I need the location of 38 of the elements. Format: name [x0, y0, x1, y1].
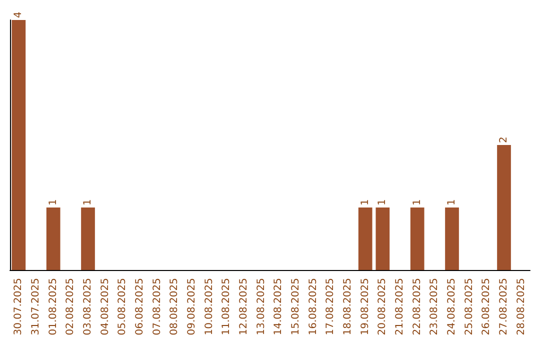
data-label: 1	[377, 199, 388, 206]
x-tick-label: 01.08.2025	[48, 278, 59, 336]
x-tick-label: 04.08.2025	[100, 278, 111, 336]
x-tick-label: 14.08.2025	[273, 278, 284, 336]
x-tick-label: 05.08.2025	[117, 278, 128, 336]
data-label: 4	[13, 12, 24, 18]
x-tick-label: 28.08.2025	[516, 278, 527, 336]
x-tick-label: 20.08.2025	[377, 278, 388, 336]
x-tick-label: 17.08.2025	[325, 278, 336, 336]
x-tick-label: 08.08.2025	[169, 278, 180, 336]
data-label: 1	[48, 199, 59, 206]
x-tick-label: 26.08.2025	[481, 278, 492, 336]
x-tick-label: 23.08.2025	[429, 278, 440, 336]
x-tick-label: 12.08.2025	[238, 278, 250, 336]
x-tick-label: 11.08.2025	[221, 278, 232, 336]
x-tick-label: 06.08.2025	[134, 278, 146, 336]
x-tick-label: 21.08.2025	[394, 278, 406, 336]
x-tick-label: 27.08.2025	[498, 278, 510, 336]
x-tick-label: 24.08.2025	[446, 278, 458, 336]
x-tick-label: 25.08.2025	[464, 278, 475, 336]
data-label: 1	[412, 199, 423, 206]
x-tick-label: 18.08.2025	[342, 278, 354, 336]
x-tick-label: 22.08.2025	[412, 278, 423, 336]
x-tick-label: 30.07.2025	[13, 278, 24, 336]
x-tick-label: 31.07.2025	[30, 278, 42, 336]
data-label: 1	[82, 199, 94, 206]
x-tick-label: 02.08.2025	[65, 278, 76, 336]
x-tick-label: 07.08.2025	[152, 278, 163, 336]
x-tick-label: 09.08.2025	[186, 278, 198, 336]
x-tick-label: 13.08.2025	[256, 278, 267, 336]
x-tick-label: 19.08.2025	[360, 278, 371, 336]
x-tick-label: 10.08.2025	[204, 278, 215, 336]
data-label: 1	[446, 199, 458, 206]
data-label: 1	[360, 199, 371, 206]
data-label: 2	[498, 136, 510, 143]
x-tick-label: 03.08.2025	[82, 278, 94, 336]
x-tick-label: 15.08.2025	[290, 278, 302, 336]
x-tick-label: 16.08.2025	[308, 278, 319, 336]
